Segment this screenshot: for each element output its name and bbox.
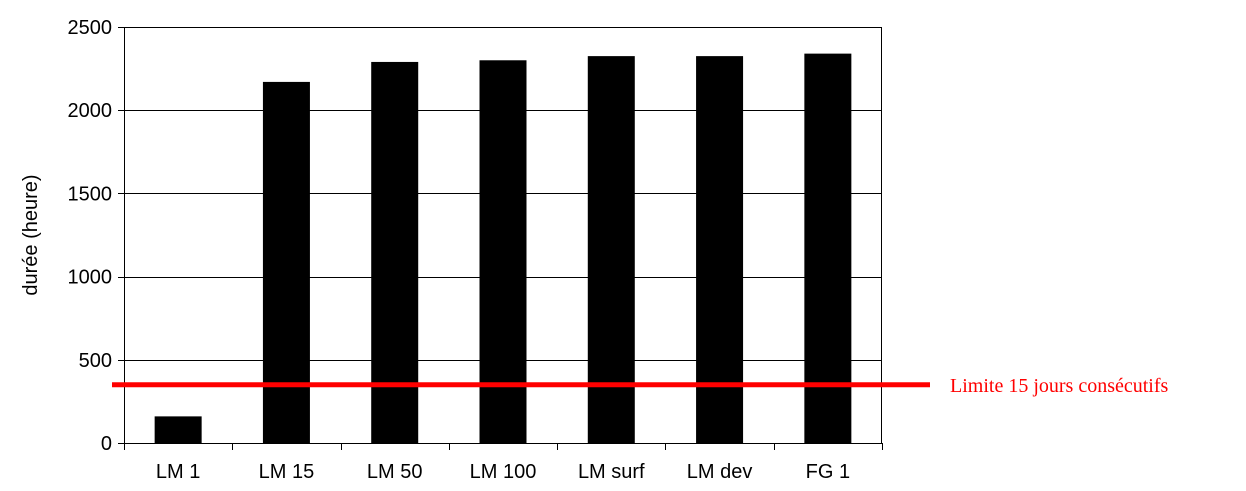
y-tick-label-2000: 2000 (68, 100, 113, 122)
bar-lm-15 (262, 81, 310, 444)
x-tick-label-lm-15: LM 15 (259, 461, 315, 483)
x-tick-label-fg-1: FG 1 (806, 461, 850, 483)
bar-lm-1 (154, 416, 202, 443)
bar-lm-dev (696, 56, 744, 444)
x-tick-labels: LM 1 LM 15 LM 50 LM 100 LM surf LM dev FG 1 (156, 461, 850, 483)
x-tick-label-lm-50: LM 50 (367, 461, 423, 483)
bar-fg-1 (804, 53, 852, 444)
y-axis-title: durée (heure) (20, 174, 42, 295)
x-tick-label-lm-1: LM 1 (156, 461, 200, 483)
x-tick-label-lm-dev: LM dev (687, 461, 753, 483)
y-tick-labels: 0 500 1000 1500 2000 2500 (68, 17, 113, 455)
x-tick-label-lm-surf: LM surf (578, 461, 645, 483)
y-tick-label-0: 0 (101, 433, 112, 455)
y-tick-label-1500: 1500 (68, 183, 113, 205)
y-tick-label-2500: 2500 (68, 17, 113, 39)
bars (154, 53, 852, 444)
axes (118, 27, 883, 450)
reference-line-label: Limite 15 jours consécutifs (950, 375, 1169, 397)
bar-lm-surf (587, 56, 635, 444)
bar-lm-100 (479, 60, 527, 443)
bar-lm-50 (371, 61, 419, 443)
y-tick-label-1000: 1000 (68, 267, 113, 289)
x-tick-label-lm-100: LM 100 (470, 461, 537, 483)
y-tick-label-500: 500 (79, 350, 112, 372)
